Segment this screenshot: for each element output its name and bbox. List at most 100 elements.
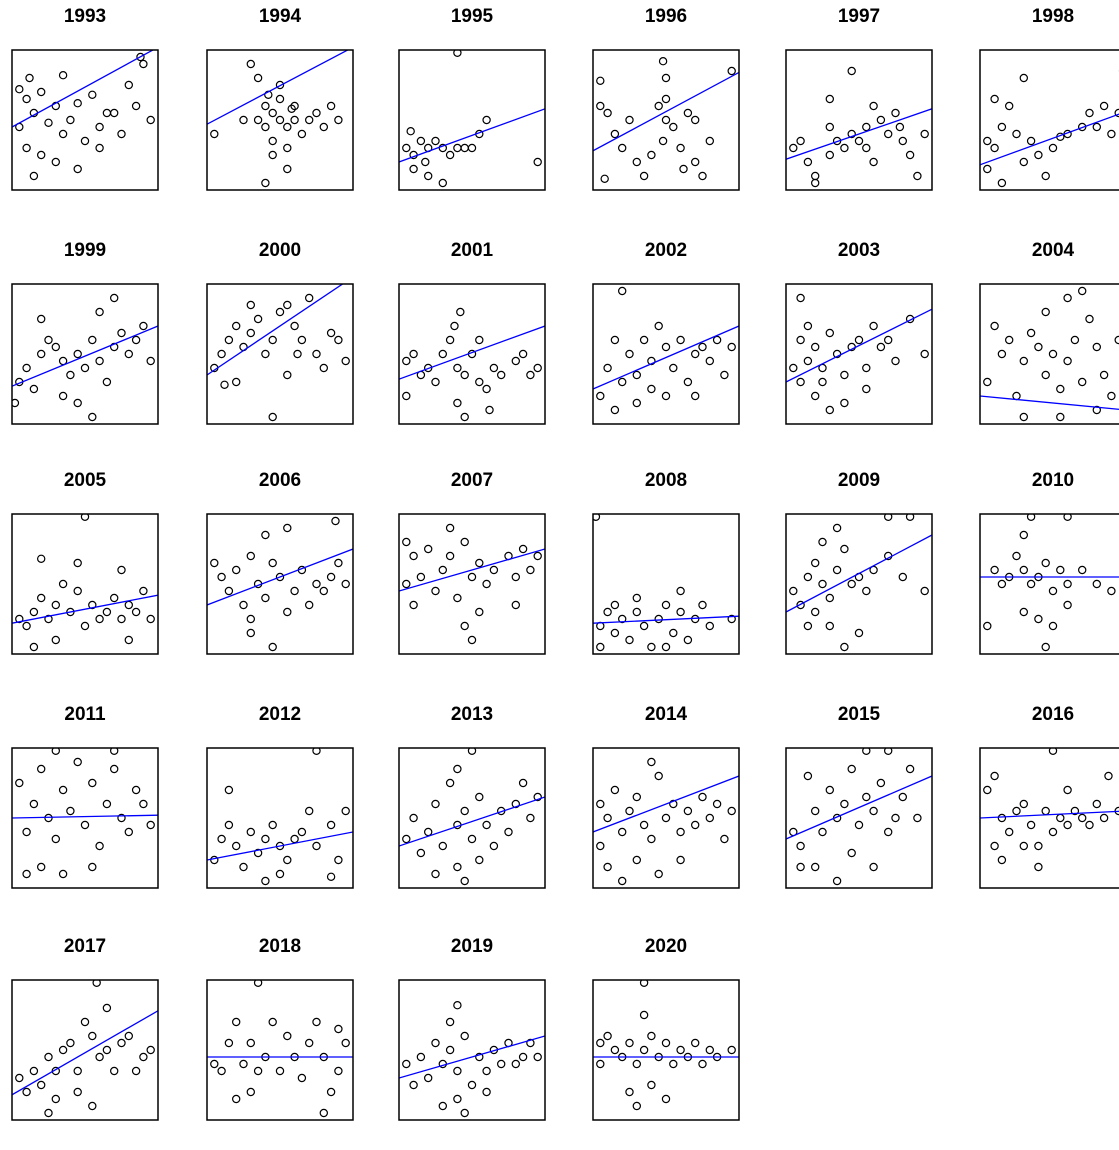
data-point — [669, 1059, 678, 1069]
scatter-plot — [785, 747, 933, 889]
regression-line — [980, 810, 1119, 819]
data-point — [268, 136, 277, 146]
data-point — [869, 157, 878, 167]
data-point — [102, 108, 112, 118]
data-point — [610, 1045, 620, 1055]
data-point — [232, 1094, 241, 1104]
data-point — [261, 834, 270, 844]
scatter-plot — [206, 283, 354, 425]
data-point — [139, 321, 148, 331]
data-point — [246, 328, 256, 338]
data-point — [1056, 813, 1065, 823]
data-point — [862, 143, 871, 153]
data-point — [683, 635, 693, 645]
data-point — [253, 1066, 263, 1076]
data-point — [210, 855, 219, 865]
data-point — [319, 586, 328, 596]
data-point — [402, 143, 411, 153]
data-point — [625, 806, 634, 816]
data-point — [1019, 530, 1029, 540]
data-point — [891, 108, 900, 118]
data-point — [402, 356, 411, 366]
data-point — [326, 572, 336, 582]
data-point — [117, 129, 126, 139]
scatter-plot — [11, 513, 159, 655]
data-point — [1099, 101, 1109, 111]
data-point — [268, 1017, 277, 1027]
data-point — [460, 143, 469, 153]
scatter-plot — [206, 979, 354, 1121]
data-point — [854, 136, 864, 146]
data-point — [518, 349, 528, 359]
data-point — [445, 335, 455, 345]
data-point — [37, 87, 46, 97]
data-point — [22, 143, 31, 153]
data-point — [603, 108, 612, 118]
data-point — [789, 143, 798, 153]
data-point — [450, 321, 459, 331]
data-point — [997, 813, 1007, 823]
data-point — [460, 370, 469, 380]
data-point — [424, 1073, 433, 1083]
plot-frame — [592, 979, 740, 1121]
data-point — [44, 813, 53, 823]
plot-frame — [592, 513, 740, 655]
data-point — [268, 335, 277, 345]
data-point — [102, 1003, 112, 1013]
data-point — [110, 748, 119, 755]
data-point — [825, 785, 835, 795]
data-point — [526, 1038, 535, 1048]
data-point — [661, 1094, 671, 1104]
data-point — [326, 872, 336, 881]
data-point — [913, 171, 922, 181]
data-point — [891, 813, 900, 823]
data-point — [496, 370, 506, 380]
data-point — [518, 544, 528, 554]
data-point — [596, 642, 605, 652]
data-point — [618, 614, 627, 624]
data-point — [596, 1059, 605, 1069]
chart-panel-1997: 1997 — [764, 0, 954, 220]
data-point — [124, 600, 133, 610]
data-point — [224, 335, 234, 345]
data-point — [647, 1031, 656, 1041]
data-point — [803, 356, 813, 366]
data-point — [88, 1031, 97, 1041]
data-point — [15, 614, 24, 624]
data-point — [803, 321, 813, 331]
data-point — [811, 342, 820, 352]
data-point — [304, 600, 314, 610]
data-point — [1034, 150, 1043, 160]
regression-line — [399, 796, 545, 847]
data-point — [283, 122, 292, 132]
data-point — [409, 813, 418, 823]
regression-line — [12, 50, 155, 128]
data-point — [869, 806, 878, 816]
data-point — [1056, 384, 1065, 394]
data-point — [146, 356, 155, 366]
data-point — [25, 73, 34, 83]
data-point — [825, 150, 835, 160]
data-point — [661, 642, 671, 652]
chart-title: 1995 — [450, 6, 494, 27]
data-point — [217, 572, 226, 582]
data-point — [95, 841, 104, 851]
data-point — [261, 876, 270, 886]
data-point — [683, 377, 693, 387]
chart-title: 2018 — [258, 936, 302, 957]
chart-panel-2000: 2000 — [185, 234, 375, 454]
data-point — [825, 122, 835, 132]
data-point — [246, 551, 256, 561]
data-point — [326, 1087, 336, 1097]
chart-panel-2018: 2018 — [185, 930, 375, 1150]
data-point — [210, 129, 219, 139]
data-point — [840, 398, 849, 408]
data-point — [654, 869, 663, 879]
data-point — [1092, 122, 1101, 132]
data-point — [453, 143, 462, 153]
scatter-plot — [206, 513, 354, 655]
data-point — [109, 593, 119, 603]
data-point — [679, 164, 688, 174]
data-point — [669, 628, 678, 638]
data-point — [796, 335, 805, 345]
